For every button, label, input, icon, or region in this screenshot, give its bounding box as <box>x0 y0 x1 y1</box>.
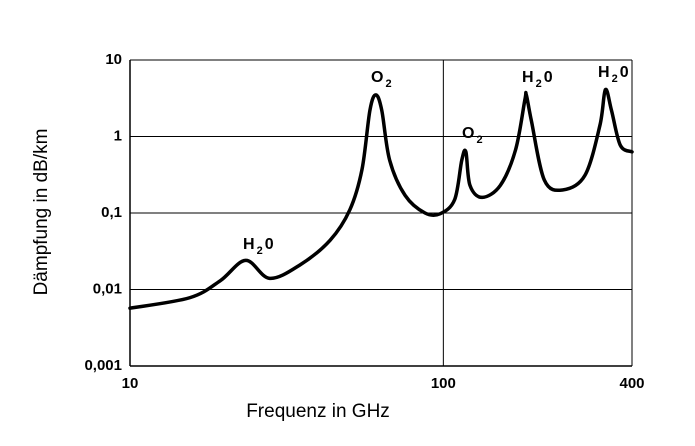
annotation-text: O <box>462 125 474 142</box>
annotation-text: H <box>598 64 610 81</box>
y-tick-label: 0,01 <box>93 280 122 297</box>
annotation-subscript: 2 <box>257 245 263 257</box>
annotation-text: H <box>522 69 534 86</box>
y-tick-label: 0,1 <box>101 204 122 221</box>
x-axis-label: Frequenz in GHz <box>246 401 390 422</box>
annotation-suffix: 0 <box>544 69 553 86</box>
annotation-subscript: 2 <box>536 78 542 90</box>
annotation-suffix: 0 <box>265 236 274 253</box>
y-tick-label: 0,001 <box>84 357 122 374</box>
y-tick-label: 1 <box>114 127 122 144</box>
annotation-text: H <box>243 236 255 253</box>
x-tick-label: 10 <box>122 375 139 392</box>
annotation-subscript: 2 <box>612 73 618 85</box>
annotation-subscript: 2 <box>385 78 391 90</box>
y-tick-label: 10 <box>105 51 122 68</box>
x-tick-label: 100 <box>431 375 456 392</box>
annotation-text: O <box>371 69 383 86</box>
y-axis-label: Dämpfung in dB/km <box>31 129 52 296</box>
annotation-subscript: 2 <box>476 134 482 146</box>
annotation-suffix: 0 <box>620 64 629 81</box>
line <box>128 87 634 310</box>
x-tick-label: 400 <box>619 375 644 392</box>
